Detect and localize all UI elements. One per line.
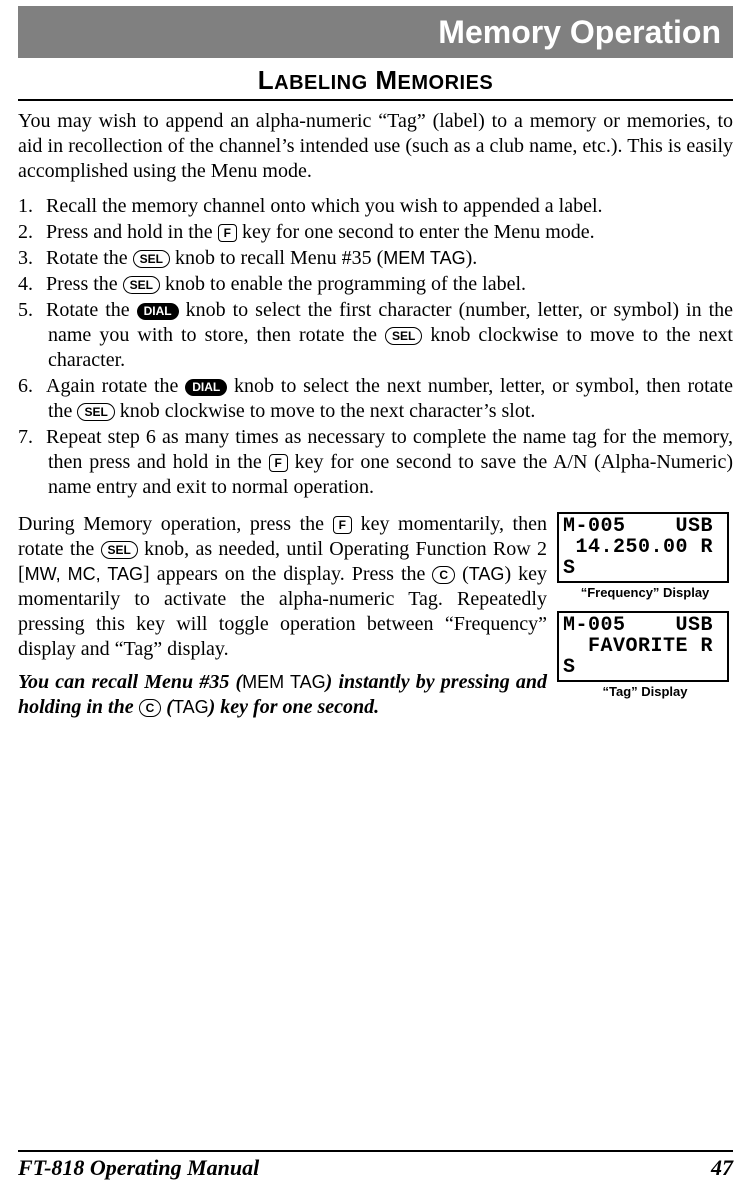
sel-knob-icon: SEL (77, 403, 114, 421)
operation-paragraph: During Memory operation, press the F key… (18, 512, 547, 662)
step-5: 5.Rotate the DIAL knob to select the fir… (18, 298, 733, 373)
step-1: 1.Recall the memory channel onto which y… (18, 194, 733, 219)
section-title-rule: LABELING MEMORIES (18, 64, 733, 101)
tag-display: M-005 USB FAVORITE R S (557, 611, 729, 682)
intro-paragraph: You may wish to append an alpha-numeric … (18, 109, 733, 184)
recall-note: You can recall Menu #35 (MEM TAG) instan… (18, 670, 547, 720)
sel-knob-icon: SEL (385, 327, 422, 345)
steps-list: 1.Recall the memory channel onto which y… (18, 194, 733, 500)
page-number: 47 (711, 1154, 733, 1182)
section-title: LABELING MEMORIES (258, 65, 494, 95)
step-6: 6.Again rotate the DIAL knob to select t… (18, 374, 733, 424)
page-footer: FT-818 Operating Manual 47 (18, 1150, 733, 1182)
dial-knob-icon: DIAL (185, 379, 227, 396)
f-key-icon: F (269, 454, 288, 472)
frequency-display-caption: “Frequency” Display (557, 585, 733, 601)
step-4: 4.Press the SEL knob to enable the progr… (18, 272, 733, 297)
sel-knob-icon: SEL (123, 276, 160, 294)
t4: EMORIES (398, 72, 494, 94)
c-key-icon: C (139, 699, 162, 717)
chapter-header: Memory Operation (18, 6, 733, 58)
t1: L (258, 65, 274, 95)
sel-knob-icon: SEL (101, 541, 138, 559)
dial-knob-icon: DIAL (137, 303, 179, 320)
frequency-display: M-005 USB 14.250.00 R S (557, 512, 729, 583)
t2: ABELING (274, 72, 368, 94)
f-key-icon: F (218, 224, 237, 242)
f-key-icon: F (333, 516, 352, 534)
step-2: 2.Press and hold in the F key for one se… (18, 220, 733, 245)
step-3: 3.Rotate the SEL knob to recall Menu #35… (18, 246, 733, 271)
sel-knob-icon: SEL (133, 250, 170, 268)
step-7: 7.Repeat step 6 as many times as necessa… (18, 425, 733, 500)
c-key-icon: C (432, 566, 455, 584)
tag-display-caption: “Tag” Display (557, 684, 733, 700)
t3: M (368, 65, 398, 95)
manual-title: FT-818 Operating Manual (18, 1154, 259, 1182)
